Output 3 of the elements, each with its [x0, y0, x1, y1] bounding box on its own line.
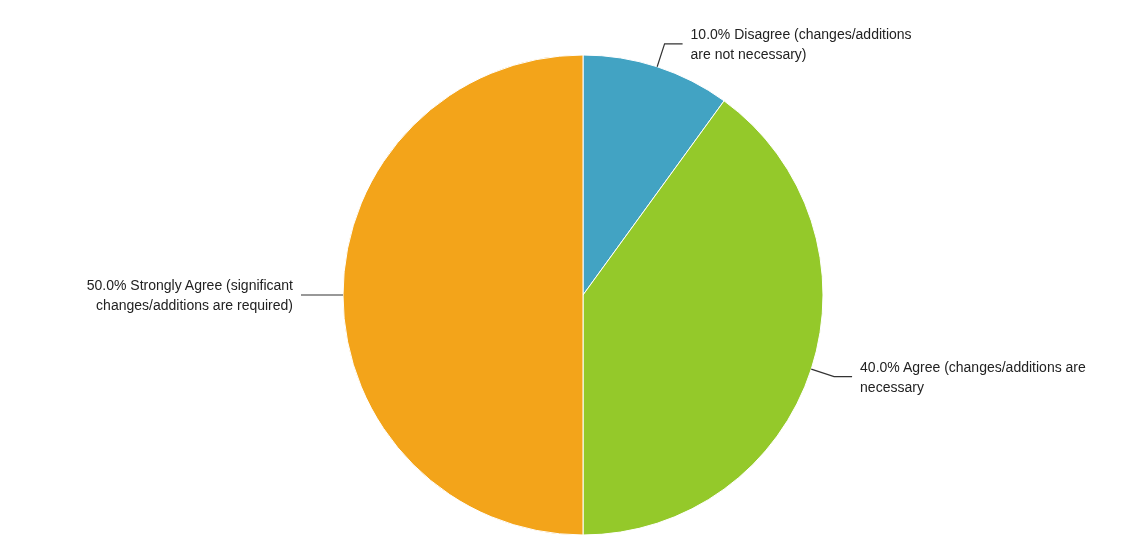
slice-label: 40.0% Agree (changes/additions are necessary — [860, 358, 1086, 395]
slice-label: 50.0% Strongly Agree (significant changes/additions are required) — [86, 277, 294, 313]
slice-label: 10.0% Disagree (changes/additions are not necessary) — [690, 25, 912, 62]
